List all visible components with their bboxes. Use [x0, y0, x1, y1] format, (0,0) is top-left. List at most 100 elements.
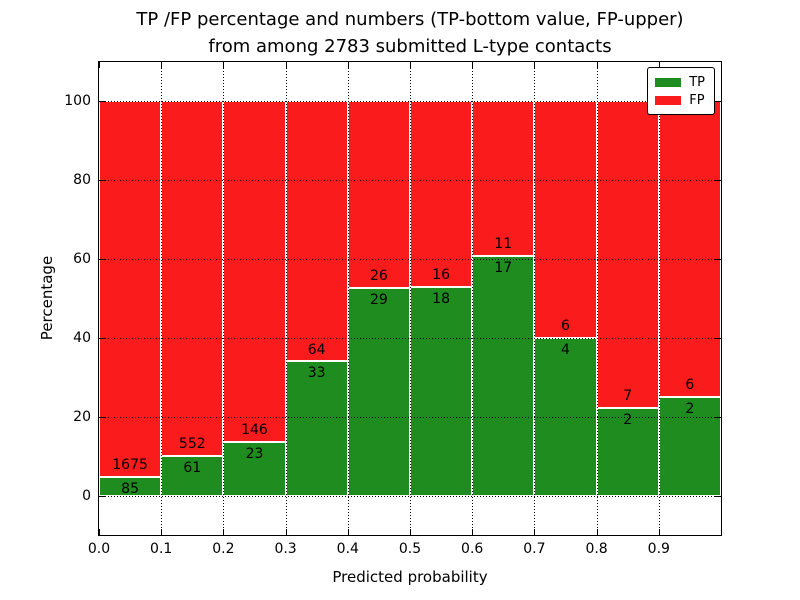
- x-tick-label: 0.8: [585, 541, 608, 557]
- fp-count-label: 146: [241, 421, 268, 438]
- x-tick-mark-top: [223, 62, 225, 68]
- x-axis-label: Predicted probability: [332, 568, 488, 586]
- x-tick-mark-bottom: [285, 529, 287, 535]
- tp-bar: [347, 287, 410, 496]
- y-tick-label: 20: [73, 408, 91, 425]
- plot-area: TP FP 1675 85 552 61 146 23 64 33 26 29 16 18 11 17 6 4…: [98, 61, 722, 536]
- fp-count-label: 64: [307, 341, 326, 358]
- y-tick-label: 0: [82, 487, 91, 504]
- x-tick-mark-bottom: [347, 529, 349, 535]
- x-tick-mark-bottom: [161, 529, 163, 535]
- x-tick-label: 0.0: [87, 541, 111, 557]
- x-tick-mark-top: [596, 62, 598, 68]
- vertical-gridline: [472, 62, 474, 535]
- x-tick-mark-bottom: [596, 529, 598, 535]
- fp-bar: [534, 101, 597, 338]
- x-tick-mark-top: [347, 62, 349, 68]
- chart-title-line2: from among 2783 submitted L-type contact…: [208, 36, 612, 57]
- vertical-gridline: [596, 62, 598, 535]
- vertical-gridline: [534, 62, 536, 535]
- legend: TP FP: [647, 67, 715, 115]
- fp-count-label: 11: [494, 236, 513, 253]
- y-tick-mark-right: [715, 337, 721, 339]
- tp-count-label: 4: [561, 341, 570, 358]
- tp-count-label: 2: [623, 411, 633, 428]
- fp-bar: [596, 101, 659, 408]
- x-tick-label: 0.1: [150, 541, 173, 557]
- x-tick-mark-top: [99, 62, 100, 68]
- y-tick-mark-right: [715, 101, 721, 103]
- tp-count-label: 17: [494, 260, 513, 277]
- fp-bar: [658, 101, 721, 398]
- fp-bar: [161, 101, 224, 457]
- x-tick-mark-top: [285, 62, 287, 68]
- fp-bar: [223, 101, 286, 442]
- tp-bar: [285, 361, 348, 496]
- fp-count-label: 6: [685, 377, 695, 394]
- legend-label-tp: TP: [689, 74, 705, 90]
- x-tick-mark-top: [534, 62, 536, 68]
- tp-bar: [472, 256, 535, 496]
- fp-count-label: 26: [369, 267, 388, 284]
- legend-item-tp: TP: [655, 73, 705, 91]
- legend-label-fp: FP: [689, 92, 705, 108]
- y-tick-label: 40: [73, 329, 91, 346]
- x-tick-mark-top: [472, 62, 474, 68]
- y-tick-label: 100: [64, 93, 91, 110]
- x-tick-mark-bottom: [472, 529, 474, 535]
- tp-count-label: 18: [432, 290, 450, 307]
- y-tick-mark-left: [99, 101, 105, 103]
- vertical-gridline: [410, 62, 411, 535]
- y-tick-mark-right: [715, 416, 721, 418]
- vertical-gridline: [285, 62, 287, 535]
- y-tick-mark-right: [715, 495, 721, 497]
- x-tick-label: 0.4: [336, 541, 359, 557]
- x-tick-mark-top: [410, 62, 411, 68]
- x-tick-mark-top: [161, 62, 163, 68]
- y-tick-mark-right: [715, 259, 721, 261]
- fp-bar: [347, 101, 410, 288]
- chart-title-line1: TP /FP percentage and numbers (TP-bottom…: [136, 9, 684, 30]
- x-tick-mark-bottom: [99, 529, 100, 535]
- fp-bar: [99, 101, 162, 477]
- x-tick-label: 0.3: [274, 541, 297, 557]
- fp-count-label: 6: [561, 317, 570, 334]
- vertical-gridline: [161, 62, 163, 535]
- tp-count-label: 2: [685, 401, 695, 418]
- fp-legend-swatch-icon: [655, 95, 682, 105]
- vertical-gridline: [223, 62, 225, 535]
- y-tick-mark-left: [99, 259, 105, 261]
- y-tick-mark-left: [99, 495, 105, 497]
- chart-title: TP /FP percentage and numbers (TP-bottom…: [99, 6, 721, 60]
- fp-count-label: 7: [623, 388, 633, 404]
- y-tick-mark-right: [715, 180, 721, 182]
- tp-bar: [410, 286, 473, 496]
- vertical-gridline: [658, 62, 660, 535]
- y-tick-label: 60: [73, 251, 91, 268]
- fp-bar: [472, 101, 535, 257]
- tp-bar: [161, 456, 224, 496]
- x-tick-label: 0.7: [523, 541, 546, 557]
- x-tick-mark-top: [658, 62, 660, 68]
- fp-bar: [285, 101, 348, 362]
- x-tick-mark-bottom: [223, 529, 225, 535]
- fp-count-label: 552: [178, 436, 206, 453]
- x-tick-label: 0.6: [461, 541, 484, 557]
- x-tick-mark-bottom: [534, 529, 536, 535]
- x-tick-mark-bottom: [410, 529, 411, 535]
- tp-count-label: 61: [183, 460, 202, 477]
- tp-count-label: 29: [369, 291, 388, 308]
- tp-bar: [658, 397, 721, 496]
- tp-bar: [223, 441, 286, 496]
- x-tick-label: 0.9: [647, 541, 670, 557]
- y-tick-label: 80: [73, 172, 91, 189]
- tp-legend-swatch-icon: [655, 77, 682, 87]
- fp-count-label: 1675: [112, 456, 148, 473]
- tp-bar: [99, 476, 162, 496]
- y-tick-mark-left: [99, 337, 105, 339]
- x-tick-label: 0.5: [398, 541, 422, 557]
- fp-count-label: 16: [432, 266, 450, 283]
- x-tick-mark-bottom: [658, 529, 660, 535]
- tp-count-label: 23: [245, 445, 264, 462]
